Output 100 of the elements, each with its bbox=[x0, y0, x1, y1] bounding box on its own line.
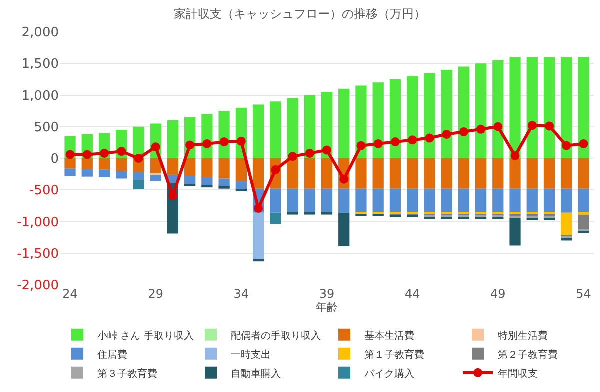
bar bbox=[492, 60, 504, 158]
bar bbox=[98, 170, 110, 178]
point bbox=[510, 151, 520, 160]
bar bbox=[356, 188, 367, 213]
bar bbox=[578, 214, 590, 230]
bar bbox=[98, 158, 110, 170]
legend-label: 自動車購入 bbox=[231, 368, 281, 380]
x-tick-label: 34 bbox=[234, 287, 250, 301]
bar bbox=[510, 158, 521, 189]
bar bbox=[252, 158, 264, 189]
y-tick-label: 2,000 bbox=[22, 26, 59, 41]
point bbox=[322, 146, 332, 155]
bar bbox=[510, 57, 521, 158]
legend-label: 小峠 さん 手取り収入 bbox=[98, 330, 194, 342]
point bbox=[117, 147, 126, 156]
bar bbox=[304, 188, 316, 213]
bar bbox=[252, 259, 264, 262]
bar bbox=[475, 64, 487, 158]
point bbox=[459, 127, 468, 136]
y-tick-label: -1,000 bbox=[17, 215, 59, 230]
y-tick-label: -2,000 bbox=[17, 278, 59, 294]
bar bbox=[578, 57, 590, 158]
bar bbox=[116, 171, 128, 179]
bar bbox=[424, 73, 436, 158]
point bbox=[100, 148, 109, 158]
x-tick-label: 29 bbox=[148, 287, 164, 301]
point bbox=[545, 122, 554, 131]
bar bbox=[390, 188, 402, 213]
bar bbox=[252, 212, 264, 260]
bar bbox=[116, 158, 128, 172]
bar bbox=[338, 188, 350, 213]
point bbox=[408, 136, 418, 145]
bar bbox=[304, 95, 316, 158]
legend-label: 一時支出 bbox=[231, 348, 271, 361]
bar bbox=[441, 188, 452, 213]
bar bbox=[321, 158, 333, 189]
bar bbox=[167, 158, 179, 175]
bar bbox=[526, 158, 538, 189]
bar bbox=[167, 120, 179, 158]
bar bbox=[287, 158, 298, 189]
point bbox=[374, 139, 383, 148]
point bbox=[254, 204, 264, 213]
bar bbox=[510, 218, 521, 246]
bar bbox=[64, 168, 76, 176]
bar bbox=[202, 158, 213, 178]
bar bbox=[270, 188, 282, 213]
x-tick-label: 39 bbox=[319, 287, 335, 301]
legend-label: 特別生活費 bbox=[498, 330, 548, 342]
bar bbox=[252, 104, 264, 158]
point bbox=[425, 134, 434, 143]
bar bbox=[578, 212, 590, 215]
bar bbox=[561, 158, 572, 189]
bar bbox=[270, 212, 282, 224]
bar bbox=[218, 186, 230, 189]
bar bbox=[424, 188, 436, 213]
bar bbox=[390, 79, 402, 158]
bar bbox=[287, 98, 298, 158]
bar bbox=[526, 188, 538, 213]
bar bbox=[372, 188, 384, 213]
y-tick-label: 0 bbox=[50, 152, 59, 168]
bar bbox=[133, 180, 144, 190]
bar bbox=[82, 169, 93, 177]
bar bbox=[407, 158, 418, 189]
y-tick-label: 1,000 bbox=[22, 88, 59, 104]
bar bbox=[492, 188, 504, 213]
bar bbox=[458, 66, 470, 158]
bar bbox=[304, 158, 316, 189]
bar bbox=[356, 158, 367, 189]
bar bbox=[561, 188, 572, 213]
bar bbox=[321, 188, 333, 213]
bar bbox=[390, 158, 402, 189]
bar bbox=[287, 212, 298, 215]
bar bbox=[82, 158, 93, 170]
x-tick-label: 44 bbox=[404, 287, 420, 301]
legend-label: 住居費 bbox=[98, 348, 128, 361]
point bbox=[305, 148, 314, 158]
point bbox=[186, 140, 195, 150]
legend-label: 第２子教育費 bbox=[498, 348, 558, 361]
x-tick-label: 54 bbox=[576, 287, 592, 301]
bar bbox=[287, 188, 298, 213]
bar bbox=[202, 177, 213, 186]
bar bbox=[544, 158, 556, 189]
point bbox=[494, 122, 503, 132]
point bbox=[220, 138, 229, 147]
point bbox=[288, 152, 298, 162]
bar bbox=[372, 82, 384, 158]
bar bbox=[321, 212, 333, 215]
bar bbox=[64, 158, 76, 169]
bar bbox=[372, 158, 384, 189]
y-tick-label: 1,500 bbox=[22, 57, 59, 72]
bar bbox=[475, 158, 487, 189]
bar bbox=[270, 102, 282, 158]
bar bbox=[578, 188, 590, 213]
bar bbox=[304, 212, 316, 215]
bar bbox=[184, 176, 196, 184]
x-tick-label: 49 bbox=[490, 287, 506, 301]
bar bbox=[236, 158, 247, 182]
bar bbox=[458, 158, 470, 189]
point bbox=[82, 150, 92, 160]
point bbox=[340, 174, 349, 184]
